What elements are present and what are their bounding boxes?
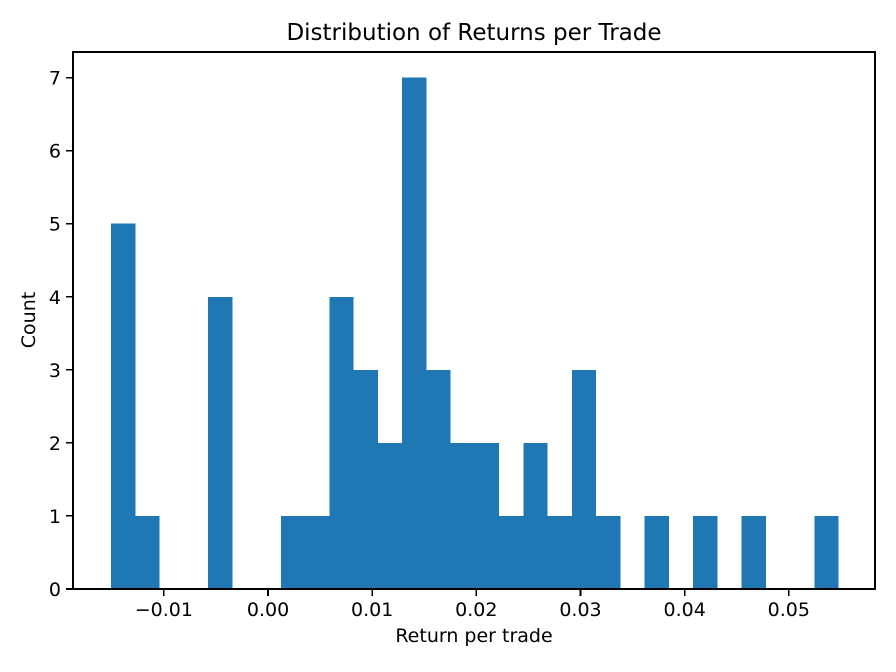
histogram-bar (208, 296, 233, 589)
histogram-bar (693, 515, 718, 589)
histogram-bar (450, 442, 475, 589)
plot-spines (72, 51, 876, 590)
x-tick-label: 0.02 (455, 599, 497, 621)
x-axis-label: Return per trade (395, 625, 553, 647)
histogram-bar (353, 369, 378, 589)
x-tick-label: 0.04 (663, 599, 705, 621)
x-tick-label: 0.03 (559, 599, 601, 621)
y-tick-label: 2 (49, 433, 61, 455)
histogram-bar (547, 515, 572, 589)
histogram-bar (523, 442, 548, 589)
y-tick-label: 7 (49, 68, 61, 90)
x-tick-label: 0.05 (768, 599, 810, 621)
y-tick-label: 0 (49, 579, 61, 601)
y-tick-label: 5 (49, 214, 61, 236)
histogram-bar (280, 515, 306, 589)
histogram-bar (111, 223, 136, 589)
x-tick-label: 0.01 (351, 599, 393, 621)
histogram-bar (644, 515, 669, 589)
x-tick-label: −0.01 (135, 599, 193, 621)
y-tick-label: 3 (49, 360, 61, 382)
histogram-bar (329, 296, 354, 589)
y-tick-label: 4 (49, 287, 61, 309)
histogram-bar (305, 515, 330, 589)
histogram-bar (426, 369, 451, 589)
y-tick-label: 6 (49, 141, 61, 163)
histogram-bar (377, 442, 403, 589)
histogram-bar (741, 515, 766, 589)
histogram-bar (135, 515, 160, 589)
histogram-bar (474, 442, 500, 589)
histogram-bar (402, 77, 427, 589)
chart-title: Distribution of Returns per Trade (286, 20, 662, 46)
histogram-bar (571, 369, 597, 589)
y-tick-label: 1 (49, 506, 61, 528)
histogram-bar (499, 515, 524, 589)
histogram-bar (814, 515, 839, 589)
x-tick-label: 0.00 (247, 599, 289, 621)
histogram-bar (596, 515, 621, 589)
